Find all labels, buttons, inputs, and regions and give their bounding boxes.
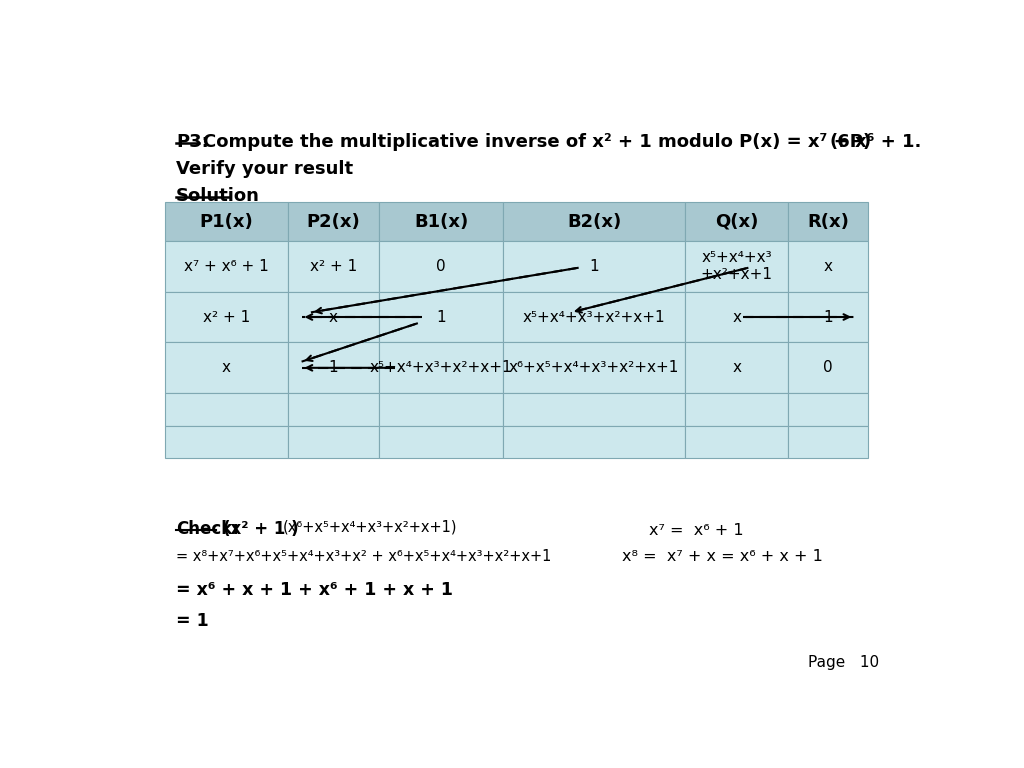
- Text: x⁵+x⁴+x³
+x²+x+1: x⁵+x⁴+x³ +x²+x+1: [700, 250, 773, 283]
- Text: x⁵+x⁴+x³+x²+x+1: x⁵+x⁴+x³+x²+x+1: [370, 360, 512, 376]
- Text: R(x): R(x): [807, 213, 849, 230]
- Bar: [288, 292, 379, 343]
- Bar: [788, 241, 868, 292]
- Bar: [379, 292, 503, 343]
- Text: 0: 0: [823, 360, 834, 376]
- Text: = x⁸+x⁷+x⁶+x⁵+x⁴+x³+x² + x⁶+x⁵+x⁴+x³+x²+x+1: = x⁸+x⁷+x⁶+x⁵+x⁴+x³+x² + x⁶+x⁵+x⁴+x³+x²+…: [176, 549, 552, 564]
- Bar: [165, 241, 288, 292]
- Bar: [165, 393, 288, 425]
- Text: Check:: Check:: [176, 519, 239, 538]
- Text: Compute the multiplicative inverse of x² + 1 modulo P(x) = x⁷ + x⁶ + 1.: Compute the multiplicative inverse of x²…: [203, 133, 922, 151]
- Bar: [288, 425, 379, 458]
- Bar: [379, 343, 503, 393]
- Text: x: x: [823, 259, 833, 273]
- Bar: [788, 393, 868, 425]
- Bar: [379, 241, 503, 292]
- Bar: [288, 393, 379, 425]
- Bar: [788, 202, 868, 241]
- Bar: [379, 202, 503, 241]
- Text: Page   10: Page 10: [809, 654, 880, 670]
- Bar: [165, 202, 288, 241]
- Bar: [288, 202, 379, 241]
- Bar: [685, 241, 788, 292]
- Text: 0: 0: [436, 259, 445, 273]
- Bar: [503, 425, 685, 458]
- Bar: [379, 393, 503, 425]
- Text: x⁷ =  x⁶ + 1: x⁷ = x⁶ + 1: [649, 523, 743, 538]
- Text: 1: 1: [590, 259, 599, 273]
- Text: x⁸ =  x⁷ + x = x⁶ + x + 1: x⁸ = x⁷ + x = x⁶ + x + 1: [623, 549, 823, 564]
- Text: P1(x): P1(x): [200, 213, 253, 230]
- Text: 1: 1: [823, 310, 834, 325]
- Text: x⁷ + x⁶ + 1: x⁷ + x⁶ + 1: [184, 259, 268, 273]
- Text: Q(x): Q(x): [715, 213, 759, 230]
- Text: 1: 1: [436, 310, 445, 325]
- Bar: [165, 425, 288, 458]
- Text: x: x: [732, 360, 741, 376]
- Bar: [503, 393, 685, 425]
- Text: B1(x): B1(x): [414, 213, 468, 230]
- Bar: [685, 425, 788, 458]
- Bar: [165, 343, 288, 393]
- Bar: [503, 202, 685, 241]
- Text: (x² + 1 ): (x² + 1 ): [222, 519, 298, 538]
- Bar: [503, 292, 685, 343]
- Bar: [288, 343, 379, 393]
- Bar: [788, 292, 868, 343]
- Bar: [685, 343, 788, 393]
- Text: x² + 1: x² + 1: [203, 310, 250, 325]
- Text: (x⁶+x⁵+x⁴+x³+x²+x+1): (x⁶+x⁵+x⁴+x³+x²+x+1): [283, 519, 458, 535]
- Bar: [379, 425, 503, 458]
- Bar: [165, 292, 288, 343]
- Text: x: x: [732, 310, 741, 325]
- Bar: [788, 343, 868, 393]
- Text: (6P): (6P): [829, 133, 871, 151]
- Text: x⁵+x⁴+x³+x²+x+1: x⁵+x⁴+x³+x²+x+1: [523, 310, 666, 325]
- Bar: [788, 425, 868, 458]
- Bar: [685, 393, 788, 425]
- Bar: [503, 241, 685, 292]
- Bar: [503, 343, 685, 393]
- Text: = x⁶ + x + 1 + x⁶ + 1 + x + 1: = x⁶ + x + 1 + x⁶ + 1 + x + 1: [176, 581, 453, 599]
- Text: x: x: [329, 310, 338, 325]
- Text: 1: 1: [329, 360, 338, 376]
- Text: = 1: = 1: [176, 612, 209, 630]
- Bar: [685, 202, 788, 241]
- Text: B2(x): B2(x): [567, 213, 622, 230]
- Text: P2(x): P2(x): [306, 213, 360, 230]
- Text: x⁶+x⁵+x⁴+x³+x²+x+1: x⁶+x⁵+x⁴+x³+x²+x+1: [509, 360, 679, 376]
- Text: Verify your result: Verify your result: [176, 160, 353, 178]
- Bar: [685, 292, 788, 343]
- Text: P3:: P3:: [176, 133, 209, 151]
- Text: x: x: [222, 360, 231, 376]
- Text: Solution: Solution: [176, 187, 260, 205]
- Bar: [288, 241, 379, 292]
- Text: x² + 1: x² + 1: [309, 259, 357, 273]
